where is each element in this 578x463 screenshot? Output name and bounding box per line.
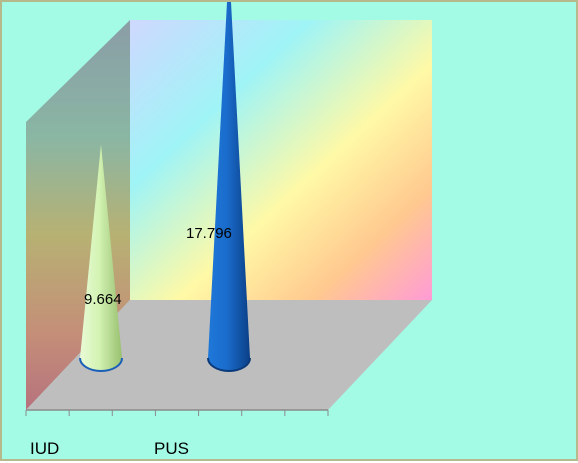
data-label-iud: 9.664: [84, 291, 122, 308]
x-tick-label-pus: PUS: [154, 439, 189, 458]
cone-iud: [79, 144, 123, 372]
chart-series: 9.664 17.796: [79, 2, 251, 372]
cone-pus: [207, 2, 251, 372]
data-label-pus: 17.796: [186, 225, 232, 242]
x-axis-ticks: [25, 410, 329, 416]
cone-body-iud: [80, 144, 122, 371]
chart-back-wall: [130, 20, 432, 300]
cone-base-rim-iud: [79, 357, 123, 372]
cone-base-rim-pus: [207, 357, 251, 372]
x-tick-label-iud: IUD: [30, 439, 59, 458]
cone-body-pus: [208, 2, 250, 371]
